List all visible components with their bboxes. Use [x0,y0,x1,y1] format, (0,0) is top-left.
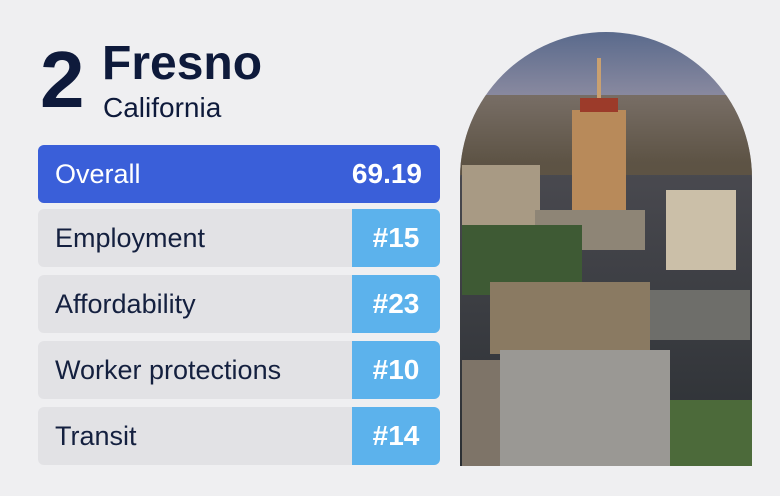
state: California [103,92,222,123]
metric-label: Employment [55,223,206,253]
metric-label: Affordability [55,289,196,319]
metric-value: #10 [352,341,440,399]
metric-row: Employment #15 [38,209,440,267]
metric-row: Transit #14 [38,407,440,465]
metric-label: Worker protections [55,355,282,385]
metric-row: Overall 69.19 [38,145,440,203]
rank: 2 [40,35,85,124]
metric-value: #23 [352,275,440,333]
metric-label: Transit [55,421,137,451]
metric-row: Affordability #23 [38,275,440,333]
metric-value: 69.19 [351,158,422,189]
metric-value: #14 [352,407,440,465]
metric-value: #15 [352,209,440,267]
metric-row: Worker protections #10 [38,341,440,399]
metric-label: Overall [55,159,141,189]
city: Fresno [102,37,263,90]
